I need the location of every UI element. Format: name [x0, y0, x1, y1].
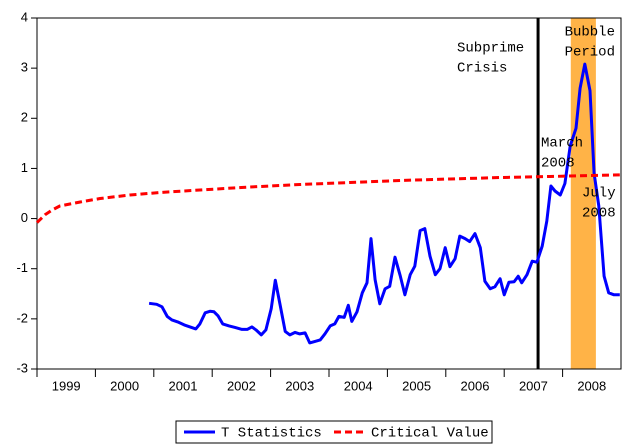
y-tick-label: -3	[16, 360, 28, 375]
annotation: 2008	[582, 206, 616, 222]
annotation: Bubble	[565, 25, 615, 41]
x-tick-label: 2003	[285, 378, 314, 393]
x-tick-label: 2007	[519, 378, 548, 393]
annotation: March	[541, 136, 583, 152]
y-tick-label: -1	[16, 260, 28, 275]
y-tick-label: 0	[21, 210, 28, 225]
annotation: 2008	[541, 156, 575, 172]
y-tick-label: -2	[16, 310, 28, 325]
plot-frame	[36, 17, 622, 370]
series-line	[35, 173, 620, 224]
legend-label: T Statistics	[221, 426, 322, 442]
y-tick-label: 2	[21, 110, 28, 125]
x-tick-label: 2002	[227, 378, 256, 393]
annotation: Subprime	[457, 41, 524, 57]
x-tick-label: 2008	[577, 378, 606, 393]
y-tick-label: 3	[21, 60, 28, 75]
series-line	[148, 62, 620, 345]
x-tick-label: 1999	[52, 378, 81, 393]
x-tick-label: 2001	[169, 378, 198, 393]
annotation: Period	[565, 45, 615, 61]
annotation: July	[582, 186, 616, 202]
x-tick-label: 2000	[110, 378, 139, 393]
legend-label: Critical Value	[371, 426, 489, 442]
x-tick-label: 2005	[402, 378, 431, 393]
x-tick-label: 2006	[461, 378, 490, 393]
x-tick-label: 2004	[344, 378, 373, 393]
annotation: Crisis	[457, 61, 507, 77]
y-tick-label: 4	[21, 9, 28, 24]
y-tick-label: 1	[21, 160, 28, 175]
